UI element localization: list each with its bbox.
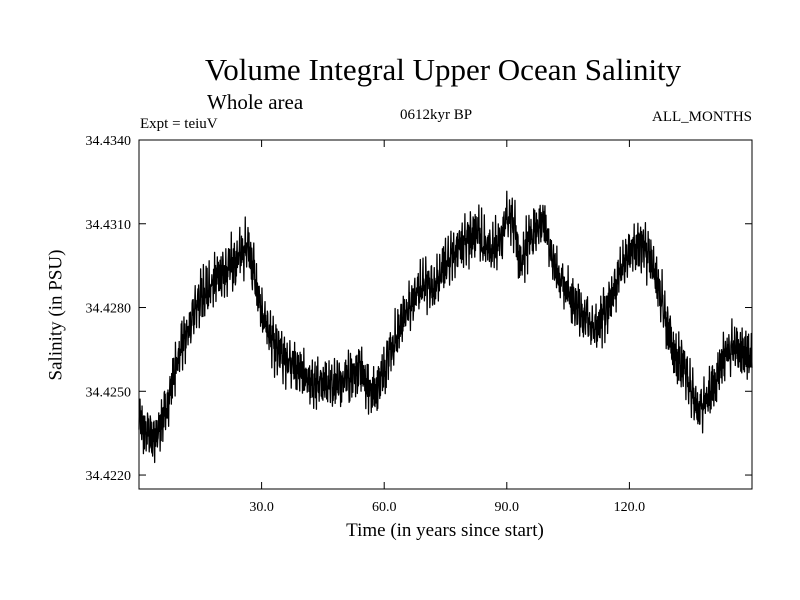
y-tick-label: 34.4220 xyxy=(86,469,132,484)
months-label: ALL_MONTHS xyxy=(652,109,752,125)
period-label: 0612kyr BP xyxy=(400,107,473,123)
y-tick-label: 34.4280 xyxy=(86,302,132,317)
axis-ticks xyxy=(139,139,752,489)
plot-frame xyxy=(138,139,753,490)
y-tick-label: 34.4250 xyxy=(86,385,132,400)
experiment-label: Expt = teiuV xyxy=(140,116,218,132)
x-tick-label: 120.0 xyxy=(614,500,646,515)
salinity-series-line xyxy=(138,190,753,464)
y-tick-label: 34.4340 xyxy=(86,134,132,149)
x-tick-label: 30.0 xyxy=(249,500,274,515)
y-tick-label: 34.4310 xyxy=(86,218,132,233)
axis-tick-labels: 30.0 60.0 90.0 120.0 34.4220 34.4250 34.4280 34… xyxy=(86,134,646,515)
x-tick-label: 60.0 xyxy=(372,500,397,515)
x-axis-title: Time (in years since start) xyxy=(346,520,544,541)
chart-title: Volume Integral Upper Ocean Salinity xyxy=(204,52,682,87)
chart-subtitle: Whole area xyxy=(207,90,304,114)
x-tick-label: 90.0 xyxy=(495,500,520,515)
